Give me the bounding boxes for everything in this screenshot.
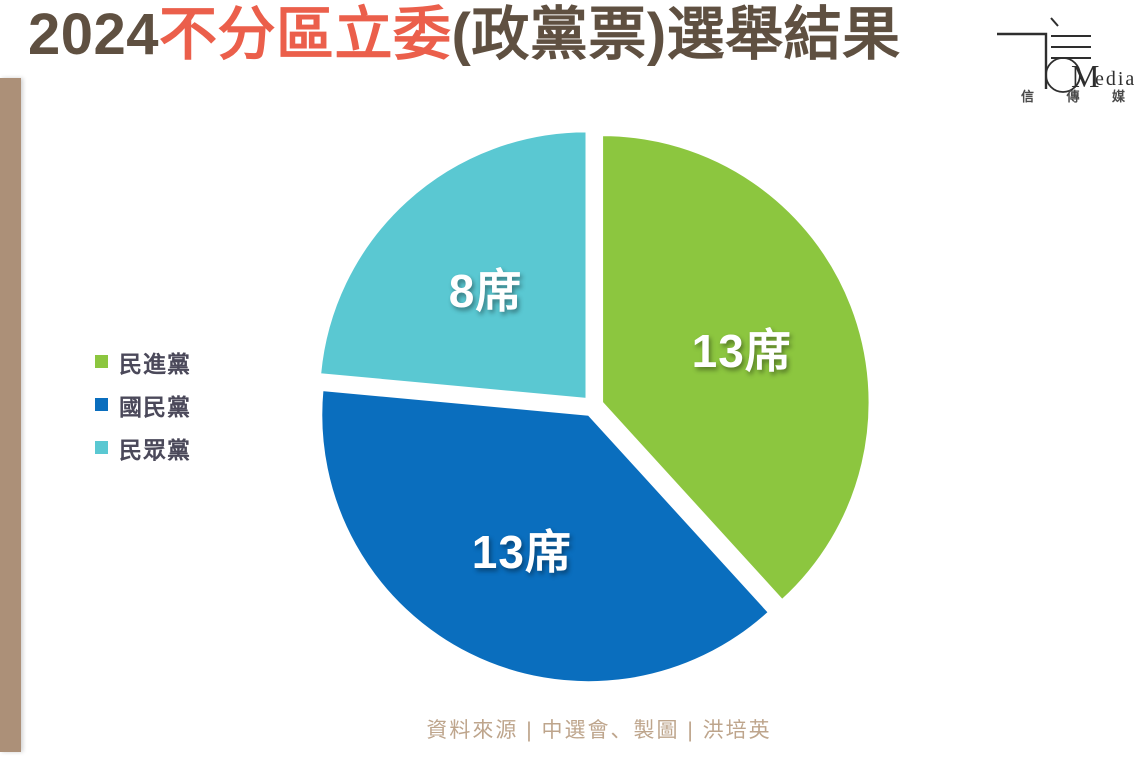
slice-label: 13席: [691, 325, 792, 378]
logo-caption-char: 傳: [1066, 89, 1080, 104]
legend-item-tpp: 民眾黨: [95, 426, 191, 469]
title-highlight: 不分區立委: [159, 2, 452, 67]
page-title: 2024不分區立委(政黨票)選舉結果: [28, 2, 901, 69]
legend-swatch: [95, 398, 108, 411]
title-year: 2024: [28, 2, 160, 67]
cmmedia-logo-icon: M edia: [997, 17, 1135, 94]
slice-label: 13席: [471, 525, 572, 578]
title-rest: (政黨票)選舉結果: [451, 2, 901, 67]
pie-slice-民眾黨: [319, 130, 588, 400]
pie-slice-國民黨: [320, 389, 770, 683]
legend-swatch: [95, 441, 108, 454]
logo-wordmark: edia: [1095, 68, 1135, 90]
slice-label: 8席: [448, 265, 523, 318]
cmmedia-logo: M edia 信 傳 媒: [985, 6, 1135, 104]
chart-legend: 民進黨 國民黨 民眾黨: [95, 340, 191, 469]
logo-tick-stroke: [1050, 17, 1059, 27]
legend-item-dpp: 民進黨: [95, 340, 191, 383]
legend-swatch: [95, 355, 108, 368]
logo-caption-char: 媒: [1111, 89, 1125, 104]
legend-item-kmt: 國民黨: [95, 383, 191, 426]
legend-label: 民眾黨: [119, 436, 191, 463]
logo-caption: 信 傳 媒: [1021, 86, 1125, 105]
source-credit: 資料來源 | 中選會、製圖 | 洪培英: [426, 719, 772, 742]
pie-slice-民進黨: [601, 134, 871, 601]
left-accent-bar: [0, 78, 21, 752]
logo-c-circle: [1045, 57, 1081, 93]
logo-monogram: M: [1071, 58, 1099, 94]
legend-label: 國民黨: [119, 393, 191, 420]
logo-caption-char: 信: [1021, 89, 1035, 104]
legend-label: 民進黨: [119, 350, 191, 377]
